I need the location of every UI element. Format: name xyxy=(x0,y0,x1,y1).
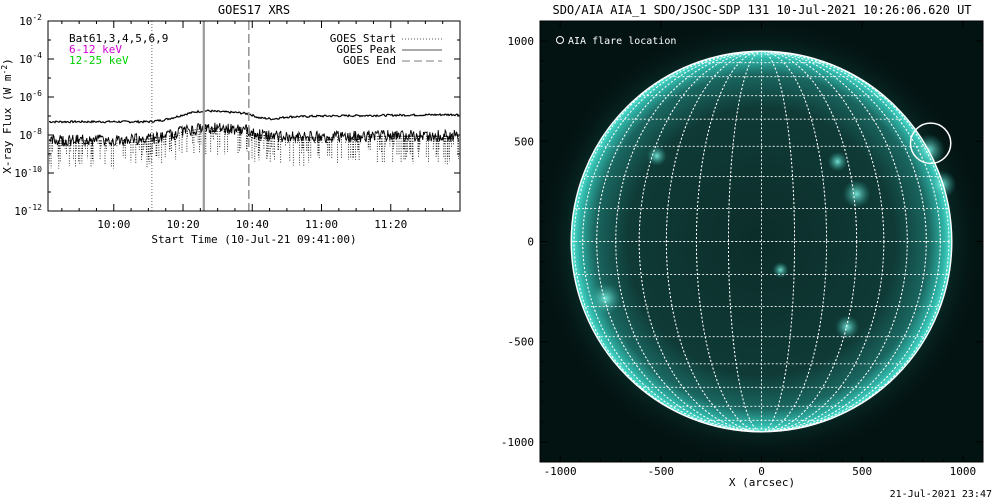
y-tick-label: 10-2 xyxy=(19,13,42,28)
x-tick-label: 10:20 xyxy=(166,218,199,231)
channel-legend-entry-1: Bat61,3,4,5,6,9 xyxy=(69,32,168,45)
y-tick-exponent: -4 xyxy=(32,51,42,60)
series-line-lower xyxy=(48,122,459,147)
aia-y-tick-label: -500 xyxy=(508,336,535,349)
y-tick-exponent: -6 xyxy=(32,89,42,98)
event-legend-label-start: GOES Start xyxy=(330,32,396,45)
goes-event-legend: GOES Start GOES Peak GOES End xyxy=(330,32,442,67)
aia-legend-symbol xyxy=(556,36,564,44)
aia-y-axis: 1000 500 0 -500 -1000 xyxy=(501,35,983,449)
channel-legend-entry-3: 12-25 keV xyxy=(69,54,129,67)
y-tick-exponent: -8 xyxy=(32,127,42,136)
goes-y-axis-label: X-ray Flux (W m-2) xyxy=(0,58,14,174)
goes-data-layer xyxy=(48,109,460,169)
channel-legend-entry-2: 6-12 keV xyxy=(69,43,122,56)
y-tick-base: 10 xyxy=(14,205,27,218)
aia-x-axis: -1000 -500 0 500 1000 xyxy=(540,21,976,478)
goes-plot-title: GOES17 XRS xyxy=(218,3,290,17)
aia-image-panel: SDO/AIA AIA_1 SDO/JSOC-SDP 131 10-Jul-20… xyxy=(501,3,984,489)
y-tick-base: 10 xyxy=(19,91,32,104)
y-tick-label: 10-6 xyxy=(19,89,42,104)
goes-y-axis-label-close: ) xyxy=(1,58,14,65)
active-region xyxy=(842,179,871,208)
aia-solar-image xyxy=(540,21,983,462)
longitude-line xyxy=(615,51,908,432)
goes-y-axis-label-exponent: -2 xyxy=(0,65,9,75)
x-tick-label: 10:00 xyxy=(97,218,130,231)
y-tick-base: 10 xyxy=(19,15,32,28)
flare-location-marker xyxy=(909,122,952,165)
y-tick-exponent: -10 xyxy=(28,165,43,174)
longitude-line xyxy=(638,51,885,432)
y-tick-label: 10-4 xyxy=(19,51,42,66)
aia-legend-label: AIA flare location xyxy=(568,36,676,47)
aia-y-tick-label: 500 xyxy=(514,135,534,148)
aia-y-tick-label: 1000 xyxy=(508,35,535,48)
goes-event-lines xyxy=(151,21,250,211)
goes-y-axis-label-main: X-ray Flux (W m xyxy=(1,74,14,174)
longitude-line xyxy=(582,51,941,432)
goes-channel-legend: Bat61,3,4,5,6,9 6-12 keV 12-25 keV xyxy=(69,32,168,67)
y-tick-exponent: -12 xyxy=(28,203,43,212)
aia-legend: AIA flare location xyxy=(556,36,676,47)
aia-y-tick-label: -1000 xyxy=(501,436,534,449)
solar-limb xyxy=(570,50,953,433)
event-legend-label-end: GOES End xyxy=(343,54,396,67)
heliographic-grid xyxy=(571,51,952,432)
aia-y-tick-label: 0 xyxy=(527,236,534,249)
goes-x-axis-label: Start Time (10-Jul-21 09:41:00) xyxy=(151,233,356,246)
active-region xyxy=(928,170,957,199)
y-tick-base: 10 xyxy=(19,129,32,142)
aia-x-tick-label: -500 xyxy=(648,465,675,478)
x-tick-label: 11:20 xyxy=(374,218,407,231)
aia-x-tick-label: 1000 xyxy=(950,465,977,478)
event-legend-label-peak: GOES Peak xyxy=(336,43,396,56)
active-region xyxy=(589,282,622,315)
y-tick-exponent: -2 xyxy=(32,13,42,22)
aia-image-title: SDO/AIA AIA_1 SDO/JSOC-SDP 131 10-Jul-20… xyxy=(552,3,971,17)
active-region xyxy=(827,151,848,172)
y-tick-base: 10 xyxy=(19,53,32,66)
aia-x-tick-label: -1000 xyxy=(544,465,577,478)
goes-x-axis: 10:00 10:20 10:40 11:00 11:20 xyxy=(61,21,461,231)
longitude-line xyxy=(728,51,795,432)
active-region xyxy=(646,145,667,166)
longitude-line xyxy=(573,51,950,432)
series-line-upper xyxy=(48,109,460,124)
aia-x-tick-label: 0 xyxy=(758,465,765,478)
x-tick-label: 11:00 xyxy=(305,218,338,231)
footer-timestamp: 21-Jul-2021 23:47 xyxy=(890,489,992,500)
longitude-line xyxy=(596,51,927,432)
aia-x-tick-label: 500 xyxy=(852,465,872,478)
x-tick-label: 10:40 xyxy=(236,218,269,231)
y-tick-label: 10-12 xyxy=(14,203,42,218)
aia-x-axis-label: X (arcsec) xyxy=(729,476,795,489)
active-region xyxy=(835,315,860,340)
y-tick-label: 10-10 xyxy=(14,165,42,180)
y-tick-label: 10-8 xyxy=(19,127,42,142)
longitude-line xyxy=(695,51,828,432)
longitude-line xyxy=(665,51,858,432)
active-region xyxy=(772,262,789,279)
y-tick-base: 10 xyxy=(14,167,27,180)
